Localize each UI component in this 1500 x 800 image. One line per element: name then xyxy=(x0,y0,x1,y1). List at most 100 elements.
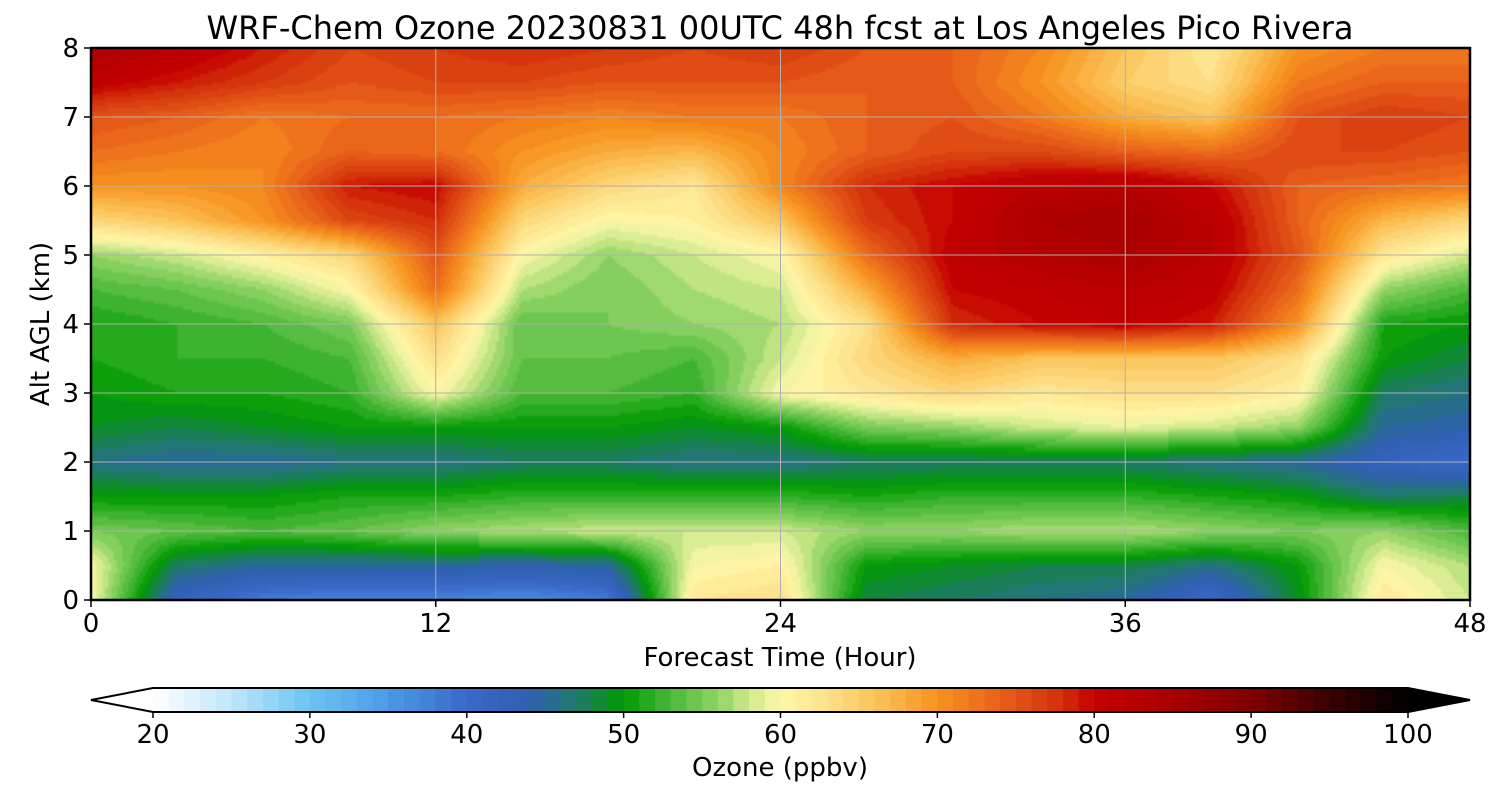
colorbar-segment xyxy=(576,688,593,712)
colorbar-segment xyxy=(404,688,421,712)
colorbar-segment xyxy=(1188,688,1205,712)
colorbar-segment xyxy=(168,688,185,712)
y-tick-label: 3 xyxy=(62,379,79,409)
colorbar-segment xyxy=(733,688,750,712)
colorbar-segment xyxy=(1047,688,1064,712)
y-tick-label: 2 xyxy=(62,448,79,478)
colorbar-segment xyxy=(607,688,625,712)
colorbar-segment xyxy=(1031,688,1048,712)
colorbar-segment xyxy=(1078,688,1095,712)
colorbar-segment xyxy=(953,688,970,712)
chart-title: WRF-Chem Ozone 20230831 00UTC 48h fcst a… xyxy=(207,9,1354,47)
y-axis-label: Alt AGL (km) xyxy=(26,242,56,406)
colorbar-segment xyxy=(1251,688,1268,712)
colorbar-low-extend-arrow xyxy=(91,688,153,712)
colorbar-segment xyxy=(215,688,233,712)
y-tick-label: 5 xyxy=(62,241,79,271)
y-tick-label: 1 xyxy=(62,517,79,547)
colorbar: 20 30 40 50 60 70 80 90 100 Ozone (ppbv) xyxy=(90,687,1471,783)
colorbar-segment xyxy=(639,688,656,712)
colorbar-segment xyxy=(247,688,264,712)
colorbar-segment xyxy=(1000,688,1017,712)
colorbar-segment xyxy=(545,688,562,712)
colorbar-segment xyxy=(278,688,295,712)
colorbar-segment xyxy=(1062,688,1080,712)
colorbar-segment xyxy=(184,688,201,712)
colorbar-segment xyxy=(1125,688,1142,712)
colorbar-segment xyxy=(1329,688,1346,712)
colorbar-segment xyxy=(529,688,546,712)
colorbar-segment xyxy=(858,688,876,712)
colorbar-segment xyxy=(717,688,735,712)
colorbar-segment xyxy=(1360,688,1378,712)
colorbar-segment xyxy=(200,688,217,712)
colorbar-segment xyxy=(231,688,248,712)
colorbar-tick-label: 50 xyxy=(607,720,640,750)
y-tick-label: 8 xyxy=(62,34,79,64)
colorbar-segment xyxy=(325,688,342,712)
colorbar-label: Ozone (ppbv) xyxy=(692,753,868,783)
colorbar-segment xyxy=(1141,688,1158,712)
colorbar-segment xyxy=(435,688,452,712)
colorbar-tick-label: 20 xyxy=(136,720,169,750)
colorbar-tick-label: 90 xyxy=(1235,720,1268,750)
colorbar-segment xyxy=(388,688,405,712)
colorbar-segment xyxy=(686,688,703,712)
colorbar-segment xyxy=(1392,688,1409,712)
colorbar-segment xyxy=(498,688,515,712)
colorbar-segment xyxy=(1204,688,1221,712)
colorbar-tick-label: 70 xyxy=(921,720,954,750)
colorbar-tick-label: 40 xyxy=(450,720,483,750)
colorbar-segment xyxy=(874,688,891,712)
colorbar-tick-label: 60 xyxy=(764,720,797,750)
y-axis: 0 1 2 3 4 5 6 7 8 xyxy=(62,34,91,616)
colorbar-segment xyxy=(702,688,719,712)
colorbar-segment xyxy=(1015,688,1033,712)
colorbar-segment xyxy=(466,688,484,712)
colorbar-segment xyxy=(1157,688,1174,712)
colorbar-segment xyxy=(419,688,436,712)
colorbar-segment xyxy=(811,688,829,712)
colorbar-segment xyxy=(764,688,782,712)
colorbar-segment xyxy=(309,688,327,712)
colorbar-segment xyxy=(1266,688,1284,712)
colorbar-segment xyxy=(341,688,358,712)
colorbar-segment xyxy=(749,688,766,712)
colorbar-segment xyxy=(1109,688,1127,712)
colorbar-segment xyxy=(780,688,797,712)
colorbar-segment xyxy=(356,688,374,712)
colorbar-segment xyxy=(262,688,280,712)
y-tick-label: 4 xyxy=(62,310,79,340)
colorbar-segment xyxy=(513,688,531,712)
colorbar-segment xyxy=(1219,688,1237,712)
x-tick-label: 36 xyxy=(1109,609,1142,639)
colorbar-segment xyxy=(984,688,1001,712)
colorbar-segment xyxy=(1235,688,1252,712)
colorbar-segment xyxy=(592,688,609,712)
colorbar-segment xyxy=(1282,688,1299,712)
colorbar-segment xyxy=(968,688,986,712)
colorbar-segment xyxy=(1313,688,1331,712)
x-tick-label: 48 xyxy=(1453,609,1486,639)
y-tick-label: 6 xyxy=(62,172,79,202)
colorbar-segment xyxy=(1298,688,1315,712)
colorbar-segment xyxy=(670,688,687,712)
colorbar-segment xyxy=(937,688,954,712)
colorbar-segment xyxy=(906,688,923,712)
colorbar-segment xyxy=(1345,688,1362,712)
x-tick-label: 0 xyxy=(83,609,100,639)
x-axis-label: Forecast Time (Hour) xyxy=(643,643,916,673)
colorbar-segment xyxy=(560,688,578,712)
colorbar-segment xyxy=(1376,688,1393,712)
x-tick-label: 24 xyxy=(764,609,797,639)
colorbar-segment xyxy=(827,688,844,712)
x-axis: 0 12 24 36 48 xyxy=(83,600,1487,639)
colorbar-segment xyxy=(843,688,860,712)
y-tick-label: 0 xyxy=(62,586,79,616)
colorbar-segment xyxy=(655,688,672,712)
colorbar-segment xyxy=(451,688,468,712)
colorbar-segment xyxy=(921,688,938,712)
x-tick-label: 12 xyxy=(419,609,452,639)
y-tick-label: 7 xyxy=(62,103,79,133)
